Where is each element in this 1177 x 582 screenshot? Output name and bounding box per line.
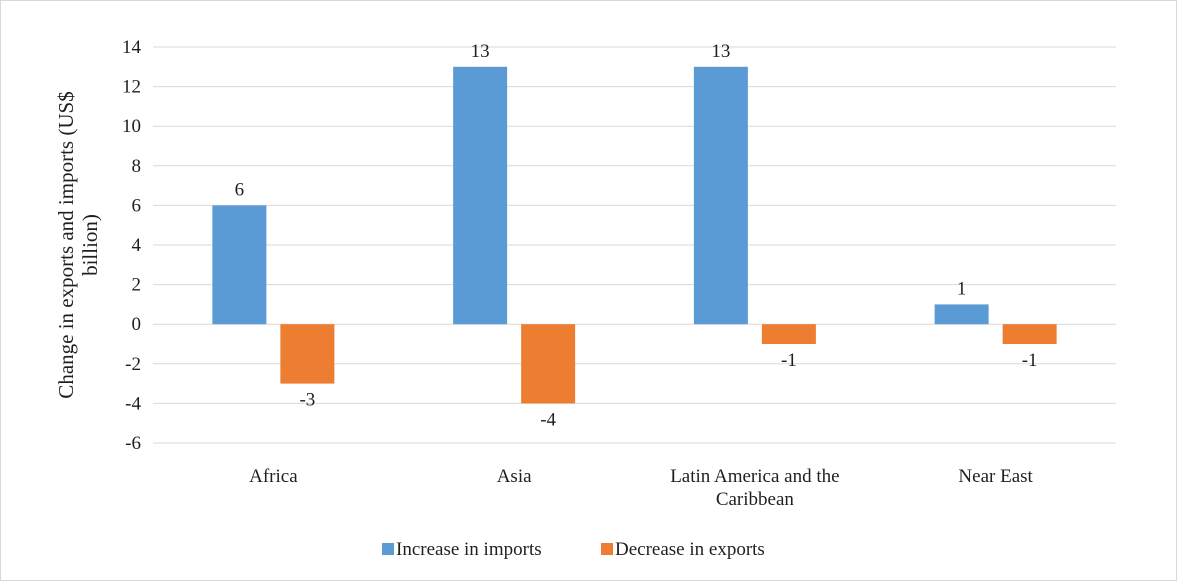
legend-swatch xyxy=(382,543,394,555)
data-label: 13 xyxy=(711,41,730,62)
x-category-label: Latin America and the xyxy=(670,466,839,487)
bar xyxy=(280,324,335,384)
y-tick-label: 6 xyxy=(132,195,142,216)
legend: Increase in imports Decrease in exports xyxy=(382,539,765,560)
data-label: 13 xyxy=(471,41,490,62)
y-tick-label: 10 xyxy=(122,116,141,137)
y-tick-label: 0 xyxy=(132,314,142,335)
y-axis-label: Change in exports and imports (US$ billio… xyxy=(54,91,102,398)
bars xyxy=(212,66,1057,404)
y-tick-label: -4 xyxy=(125,393,141,414)
y-axis-title: Change in exports and imports (US$ xyxy=(54,91,78,398)
x-category-label: Caribbean xyxy=(716,489,795,510)
y-tick-label: -6 xyxy=(125,433,141,454)
x-axis-categories: Africa Asia Latin America and theCaribbean… xyxy=(249,466,1033,510)
legend-swatch xyxy=(601,543,613,555)
legend-item: Increase in imports xyxy=(382,539,542,560)
x-category-label: Africa xyxy=(249,466,298,487)
y-tick-label: 12 xyxy=(122,77,141,98)
data-label: 1 xyxy=(957,278,967,299)
bar xyxy=(212,205,267,325)
x-category-label: Asia xyxy=(497,466,532,487)
data-label: 6 xyxy=(235,179,245,200)
data-labels: 6 -3 13 -4 13 -1 1 -1 xyxy=(235,41,1038,431)
y-axis-title: billion) xyxy=(78,214,102,276)
data-label: -3 xyxy=(299,390,315,411)
legend-item: Decrease in exports xyxy=(601,539,765,560)
y-tick-label: 2 xyxy=(132,275,142,296)
data-label: -1 xyxy=(1022,350,1038,371)
legend-label: Increase in imports xyxy=(396,539,542,560)
y-tick-label: 14 xyxy=(122,37,142,58)
bar xyxy=(521,324,576,404)
bar xyxy=(453,66,508,325)
bar xyxy=(693,66,748,325)
y-tick-label: 4 xyxy=(132,235,142,256)
bar xyxy=(1002,324,1057,344)
y-axis-ticks: -6 -4 -2 0 2 4 6 8 10 12 14 xyxy=(122,37,142,454)
data-label: -1 xyxy=(781,350,797,371)
bar xyxy=(934,304,989,325)
y-tick-label: 8 xyxy=(132,156,142,177)
x-category-label: Near East xyxy=(958,466,1033,487)
y-tick-label: -2 xyxy=(125,354,141,375)
legend-label: Decrease in exports xyxy=(615,539,765,560)
data-label: -4 xyxy=(540,409,556,430)
bar xyxy=(761,324,816,344)
